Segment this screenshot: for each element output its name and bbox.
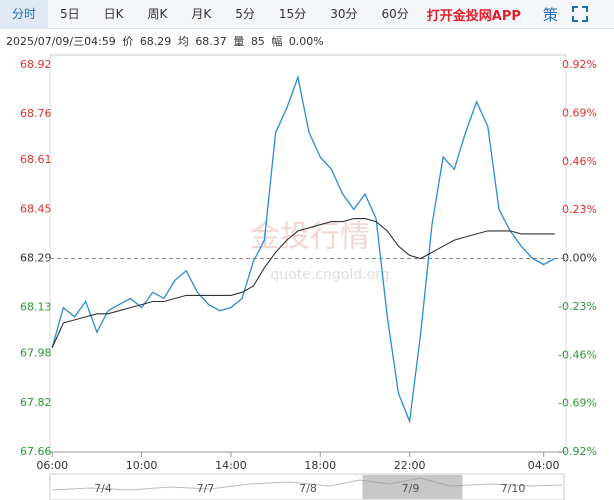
series-line bbox=[51, 218, 555, 348]
app-link[interactable]: 打开金投网APP bbox=[426, 8, 521, 24]
y2-tick-label: -0.23% bbox=[558, 300, 597, 313]
tab[interactable]: 30分 bbox=[330, 7, 358, 21]
navigator[interactable] bbox=[49, 473, 565, 500]
y-tick-label: 68.76 bbox=[20, 107, 52, 120]
x-tick-label: 18:00 bbox=[304, 459, 336, 472]
x-tick-label: 14:00 bbox=[215, 459, 247, 472]
y2-tick-label: -0.92% bbox=[558, 445, 597, 458]
y2-tick-label: 0.92% bbox=[562, 58, 597, 71]
y-tick-label: 68.13 bbox=[20, 301, 52, 314]
tab[interactable]: 月K bbox=[191, 7, 212, 21]
x-tick-label: 22:00 bbox=[394, 459, 426, 472]
price-label: 价 bbox=[122, 35, 134, 48]
price: 68.29 bbox=[139, 35, 172, 48]
amp-label: 幅 bbox=[271, 35, 283, 48]
avg-label: 均 bbox=[177, 35, 189, 48]
y-tick-label: 67.98 bbox=[20, 347, 52, 360]
tab[interactable]: 日K bbox=[103, 7, 124, 21]
navigator-date: 7/4 bbox=[94, 482, 112, 495]
tab[interactable]: 5分 bbox=[235, 7, 255, 21]
navigator-date: 7/8 bbox=[299, 482, 317, 495]
tab-bar: 分时 5日 日K 周K 月K 5分 15分 30分 60分 打开金投网APP 策 bbox=[0, 0, 614, 29]
tab[interactable]: 60分 bbox=[381, 7, 409, 21]
strategy-button[interactable]: 策 bbox=[542, 5, 558, 24]
y-tick-label: 68.29 bbox=[20, 252, 52, 265]
tab[interactable]: 5日 bbox=[60, 7, 80, 21]
tab[interactable]: 15分 bbox=[278, 7, 307, 21]
y2-tick-label: -0.46% bbox=[558, 348, 597, 361]
amp: 0.00% bbox=[288, 35, 324, 48]
navigator-date: 7/7 bbox=[197, 482, 215, 495]
navigator-date: 7/10 bbox=[501, 482, 526, 495]
series-line bbox=[51, 74, 556, 424]
watermark: quote.cngold.org bbox=[270, 267, 389, 283]
y2-tick-label: -0.69% bbox=[558, 397, 597, 410]
y2-tick-label: 0.23% bbox=[562, 203, 597, 216]
y-tick-label: 68.45 bbox=[20, 202, 52, 215]
x-tick-label: 10:00 bbox=[126, 459, 158, 472]
y-tick-label: 68.92 bbox=[20, 58, 52, 71]
x-tick-label: 06:00 bbox=[36, 459, 68, 472]
y-tick-label: 68.61 bbox=[20, 153, 52, 166]
avg: 68.37 bbox=[195, 35, 227, 48]
navigator-selection bbox=[362, 475, 463, 499]
y2-tick-label: 0.00% bbox=[562, 252, 597, 265]
y2-tick-label: 0.46% bbox=[562, 155, 597, 168]
tab[interactable]: 分时 bbox=[0, 0, 49, 28]
vol-label: 量 bbox=[233, 35, 245, 48]
fullscreen-icon[interactable] bbox=[571, 6, 588, 22]
watermark: 金投行情 bbox=[250, 220, 370, 255]
navigator-date: 7/9 bbox=[402, 482, 420, 495]
y-tick-label: 67.82 bbox=[20, 396, 52, 409]
y-tick-label: 67.66 bbox=[20, 445, 52, 458]
y2-tick-label: 0.69% bbox=[562, 106, 597, 119]
info-line: 2025/07/09/三04:59 价 68.29 均 68.37 量 85 幅… bbox=[6, 33, 327, 49]
x-tick-label: 04:00 bbox=[528, 459, 560, 472]
datetime: 2025/07/09/三04:59 bbox=[6, 35, 116, 48]
tab[interactable]: 周K bbox=[147, 7, 168, 21]
vol: 85 bbox=[250, 35, 265, 48]
navigator-line bbox=[51, 477, 563, 491]
